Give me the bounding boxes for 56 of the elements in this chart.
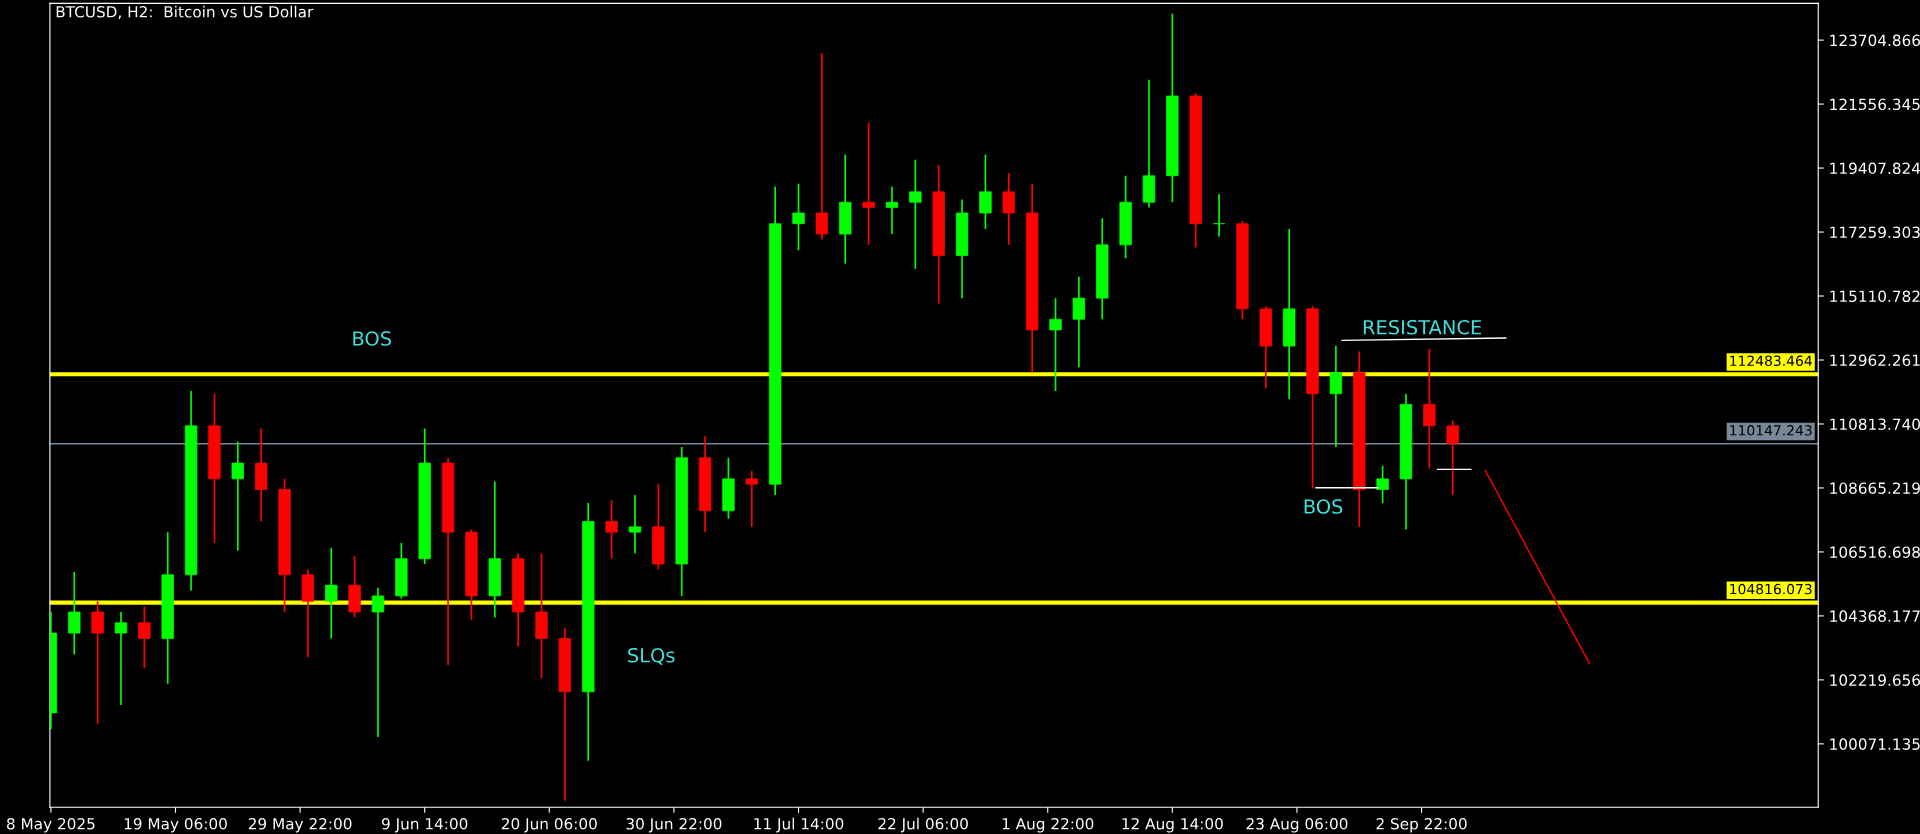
candlestick <box>1329 345 1343 448</box>
y-tick-label: 104368.177 <box>1830 610 1920 622</box>
candlestick <box>979 153 992 230</box>
candlestick <box>1002 172 1015 246</box>
y-tick-label: 119407.824 <box>1830 162 1920 175</box>
candlestick <box>325 547 338 640</box>
x-tick-label: 20 Jun 06:00 <box>501 818 597 833</box>
candlestick <box>1376 464 1389 504</box>
annotation: BOS <box>353 331 391 346</box>
annotation: BOS <box>1304 499 1343 514</box>
x-tick-label: 1 Aug 22:00 <box>1002 818 1094 833</box>
candlestick <box>138 605 151 669</box>
ref-line-label: 110147.243 <box>1730 425 1812 436</box>
x-tick-label: 22 Jul 06:00 <box>878 817 968 833</box>
candlestick <box>114 611 128 706</box>
y-tick-label: 110813.740 <box>1830 418 1920 430</box>
x-tick-label: 29 May 22:00 <box>248 818 352 833</box>
y-tick-label: 100071.135 <box>1830 738 1920 750</box>
candlestick <box>628 494 642 555</box>
y-tick-label: 108665.219 <box>1830 482 1920 494</box>
chart-title: BTCUSD, H2: Bitcoin vs US Dollar <box>56 5 314 20</box>
y-tick-label: 106516.698 <box>1830 546 1920 558</box>
candlestick <box>371 587 385 738</box>
x-tick-label: 11 Jul 14:00 <box>754 817 844 833</box>
ref-line-label: 112483.464 <box>1730 355 1812 367</box>
candlestick <box>862 121 875 246</box>
candlestick <box>1446 419 1459 496</box>
candlestick <box>1212 193 1226 238</box>
candlestick <box>885 185 899 235</box>
y-tick-label: 117259.303 <box>1830 226 1920 239</box>
annotation: RESISTANCE <box>1363 319 1482 335</box>
candlestick <box>1049 297 1062 392</box>
candlestick <box>815 52 829 241</box>
candlestick <box>909 158 922 270</box>
x-tick-label: 30 Jun 22:00 <box>626 818 722 833</box>
ref-line-label: 104816.073 <box>1730 583 1812 595</box>
y-tick-label: 102219.656 <box>1830 674 1920 686</box>
y-tick-label: 112962.261 <box>1830 354 1920 367</box>
candlestick <box>68 571 81 656</box>
candlestick <box>792 182 805 252</box>
y-tick-label: 121556.345 <box>1830 98 1920 111</box>
candlestick <box>1072 275 1086 369</box>
x-tick-label: 2 Sep 22:00 <box>1376 818 1467 833</box>
annotation: SLQs <box>628 647 675 665</box>
x-tick-label: 9 Jun 14:00 <box>382 818 468 833</box>
candlestick <box>605 499 618 560</box>
y-tick-label: 123704.866 <box>1830 34 1920 47</box>
x-tick-label: 19 May 06:00 <box>124 818 227 833</box>
candlestick <box>745 469 758 528</box>
candlestick <box>1423 347 1436 470</box>
x-tick-label: 23 Aug 06:00 <box>1246 818 1348 833</box>
x-tick-label: 12 Aug 14:00 <box>1122 818 1223 833</box>
candlestick <box>91 600 104 725</box>
x-tick-label: 8 May 2025 <box>6 818 95 833</box>
candlestick <box>231 440 244 552</box>
y-tick-label: 115110.782 <box>1830 290 1920 303</box>
